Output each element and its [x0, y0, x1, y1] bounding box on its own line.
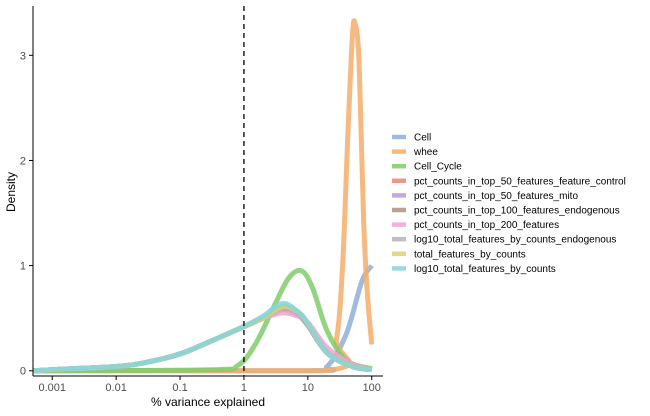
y-tick-label: 0 [20, 366, 26, 378]
legend-label: Cell [414, 133, 431, 144]
x-tick-label: 0.001 [38, 382, 66, 394]
x-tick-label: 0.1 [172, 382, 187, 394]
series-line-2 [33, 18, 375, 374]
x-tick-label: 10 [302, 382, 314, 394]
y-tick-label: 2 [20, 155, 26, 167]
y-tick-label: 1 [20, 261, 26, 273]
x-ticks: 0.001 0.01 0.1 1 10 100 [38, 376, 381, 394]
y-axis-title: Density [4, 172, 18, 212]
legend-label: pct_counts_in_top_50_features_mito [414, 191, 578, 202]
legend-label: pct_counts_in_top_50_features_feature_co… [414, 176, 626, 187]
legend-label: total_features_by_counts [414, 249, 526, 260]
series-line-3 [32, 267, 373, 374]
legend-label: pct_counts_in_top_200_features [414, 220, 559, 231]
legend-label: Cell_Cycle [414, 162, 462, 173]
series-line-10 [32, 300, 373, 374]
legend-label: whee [413, 147, 438, 158]
series-layer [32, 18, 375, 374]
y-tick-label: 3 [20, 50, 26, 62]
x-tick-label: 1 [241, 382, 247, 394]
legend-label: pct_counts_in_top_100_features_endogenou… [414, 206, 620, 217]
x-axis-title: % variance explained [151, 395, 265, 409]
legend-label: log10_total_features_by_counts [414, 264, 556, 275]
x-tick-label: 0.01 [105, 382, 126, 394]
legend: Cell whee Cell_Cycle pct_counts_in_top_50_f… [392, 133, 626, 275]
x-tick-label: 100 [363, 382, 381, 394]
legend-label: log10_total_features_by_counts_endogenou… [414, 235, 616, 246]
y-ticks: 0 1 2 3 [20, 50, 33, 378]
